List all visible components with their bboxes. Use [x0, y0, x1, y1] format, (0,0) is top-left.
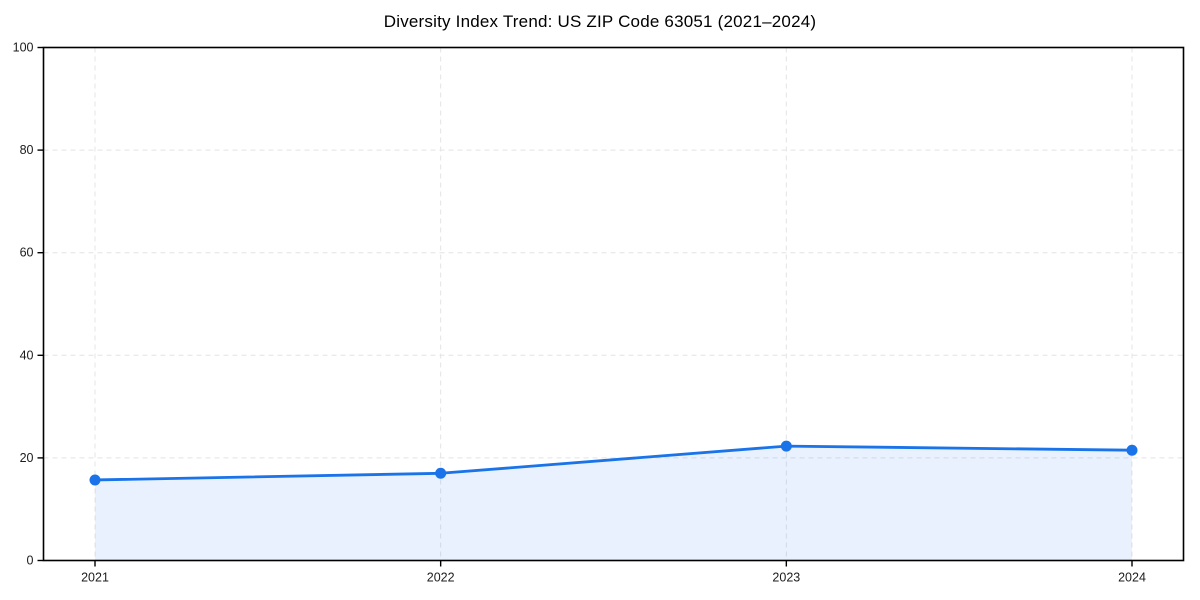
- data-point-marker: [1126, 444, 1138, 456]
- axis-spine-box: [42, 46, 1185, 562]
- trend-line: [93, 444, 1134, 482]
- y-axis-tick-label: 60: [20, 246, 34, 260]
- y-axis-tick-label: 0: [27, 554, 34, 568]
- data-point-marker: [435, 467, 447, 479]
- x-axis-tick-label: 2022: [427, 571, 455, 585]
- data-point-marker: [89, 474, 101, 486]
- x-axis-tick-label: 2024: [1118, 571, 1146, 585]
- data-point-marker: [780, 440, 792, 452]
- y-axis-tick-label: 40: [20, 348, 34, 362]
- y-axis-tick-label: 100: [13, 41, 34, 55]
- x-axis-tick-label: 2023: [772, 571, 800, 585]
- chart-title: Diversity Index Trend: US ZIP Code 63051…: [383, 12, 817, 31]
- x-axis-tick-label: 2021: [81, 571, 109, 585]
- y-axis-tick-label: 80: [20, 143, 34, 157]
- y-axis-tick-label: 20: [20, 451, 34, 465]
- area-fill: [95, 446, 1132, 561]
